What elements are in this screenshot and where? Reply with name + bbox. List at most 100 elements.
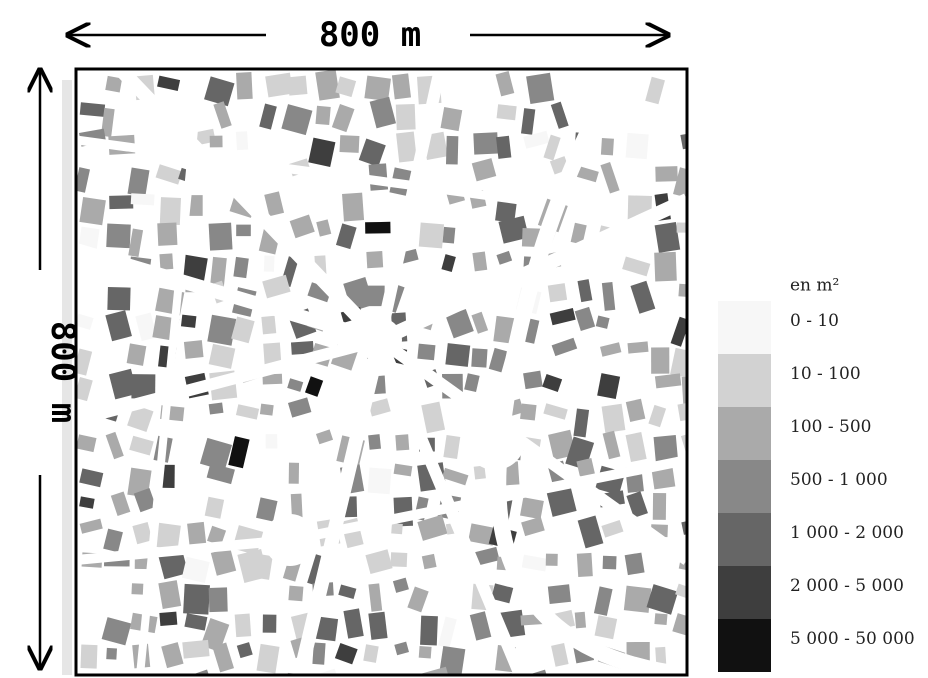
building: [231, 316, 255, 344]
building: [438, 616, 457, 649]
building: [519, 497, 544, 520]
building: [335, 223, 357, 250]
legend-label: 0 - 10: [790, 311, 839, 331]
building: [368, 611, 388, 640]
building: [338, 584, 357, 599]
legend-label: 1 000 - 2 000: [790, 523, 904, 543]
building: [391, 523, 403, 535]
building: [184, 613, 208, 631]
building: [526, 72, 555, 105]
building: [287, 397, 312, 418]
building: [471, 158, 497, 182]
building: [109, 195, 134, 210]
building: [523, 130, 550, 149]
building: [369, 96, 397, 129]
building: [626, 491, 648, 518]
building: [521, 554, 548, 572]
building: [473, 465, 486, 480]
building: [547, 283, 568, 303]
building: [496, 250, 513, 265]
building: [213, 101, 232, 129]
building: [206, 463, 235, 485]
building: [358, 138, 386, 167]
building: [421, 553, 437, 570]
building: [407, 586, 429, 613]
building: [289, 214, 315, 239]
building: [128, 228, 144, 258]
building: [155, 522, 181, 550]
building: [498, 215, 529, 244]
building: [421, 401, 446, 434]
building: [316, 219, 332, 237]
building: [334, 642, 358, 665]
building: [236, 224, 251, 237]
building: [600, 137, 614, 156]
building: [103, 528, 123, 553]
building: [576, 552, 593, 578]
legend-swatch: [718, 460, 771, 513]
building: [546, 487, 577, 517]
building: [570, 222, 587, 245]
building: [551, 643, 569, 667]
building: [187, 521, 207, 547]
building: [208, 343, 236, 369]
building: [602, 555, 617, 570]
building: [335, 76, 357, 98]
legend-title: en m²: [790, 276, 839, 296]
building: [183, 583, 210, 615]
building: [287, 378, 304, 392]
building: [79, 518, 103, 534]
building: [551, 337, 578, 357]
building: [262, 373, 283, 385]
building: [343, 608, 364, 639]
building: [670, 347, 687, 379]
building: [654, 613, 668, 626]
building: [547, 584, 571, 605]
building: [602, 430, 621, 460]
legend-swatch: [718, 566, 771, 619]
height-label: 800 m: [43, 321, 83, 423]
building: [601, 282, 616, 311]
building: [127, 167, 150, 197]
building: [680, 132, 687, 150]
building: [79, 196, 106, 226]
building: [673, 167, 687, 198]
building: [523, 370, 543, 390]
building: [472, 251, 488, 272]
building: [210, 256, 227, 288]
building: [76, 376, 93, 402]
building: [651, 347, 670, 374]
map-shadow: [62, 80, 72, 675]
building: [159, 611, 178, 627]
building: [312, 642, 326, 665]
building: [105, 431, 124, 460]
building: [234, 613, 252, 638]
building: [443, 434, 461, 459]
building: [390, 552, 408, 568]
building: [577, 279, 593, 303]
building: [290, 493, 303, 521]
building: [395, 103, 416, 131]
building: [331, 103, 355, 133]
building: [677, 400, 687, 422]
building: [574, 306, 596, 331]
building: [678, 283, 687, 298]
building: [593, 586, 613, 616]
building: [464, 373, 480, 393]
building: [315, 429, 334, 445]
building: [440, 107, 463, 132]
building: [652, 492, 667, 520]
building: [670, 316, 687, 347]
building: [367, 467, 392, 495]
building: [549, 307, 576, 326]
building: [76, 167, 90, 193]
building: [204, 496, 225, 519]
building: [395, 434, 410, 451]
building: [368, 434, 382, 450]
building: [208, 222, 233, 251]
building: [488, 347, 508, 373]
building: [365, 549, 393, 575]
building: [183, 340, 204, 359]
building: [391, 73, 411, 100]
building: [235, 404, 260, 420]
